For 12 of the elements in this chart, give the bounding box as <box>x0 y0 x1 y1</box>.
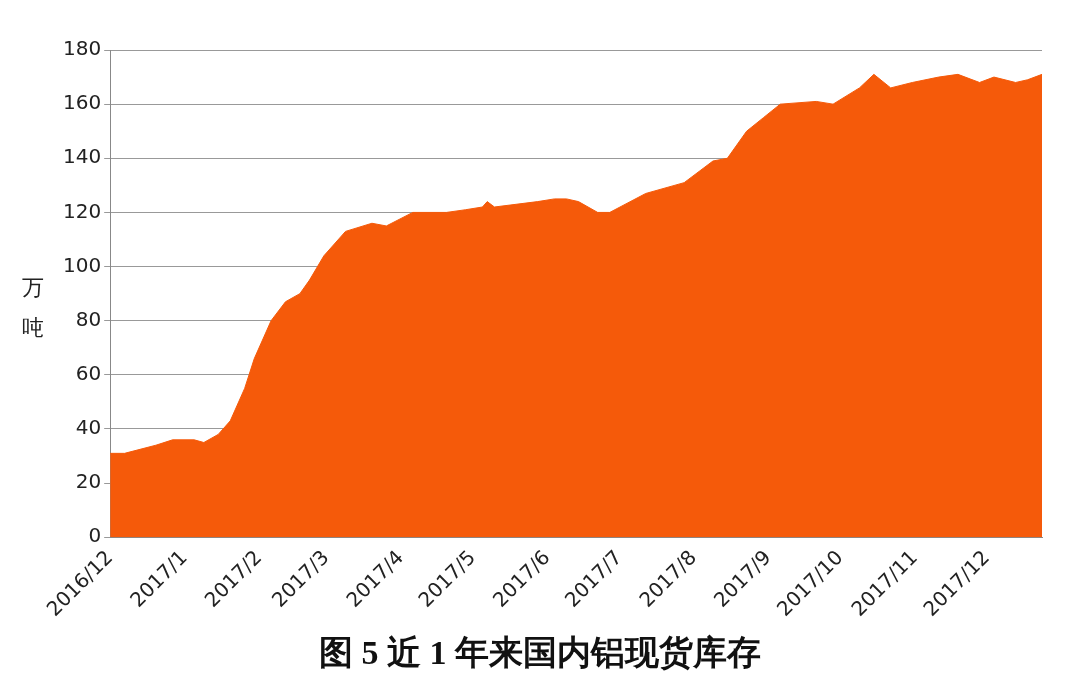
y-tick-label: 140 <box>62 144 102 169</box>
y-tick-label: 180 <box>62 36 102 61</box>
y-tick-label: 120 <box>62 198 102 223</box>
y-tick-label: 60 <box>75 361 102 386</box>
y-tick-label: 20 <box>75 469 102 494</box>
y-tick-label: 0 <box>88 523 102 548</box>
y-tick-label: 160 <box>62 90 102 115</box>
y-tick-label: 80 <box>75 306 102 331</box>
y-tick-label: 40 <box>75 415 102 440</box>
y-tick-label: 100 <box>62 252 102 277</box>
y-axis-title: 万吨 <box>22 274 45 342</box>
text: 图 5 近 1 年来国内铝现货库存 <box>318 633 762 673</box>
